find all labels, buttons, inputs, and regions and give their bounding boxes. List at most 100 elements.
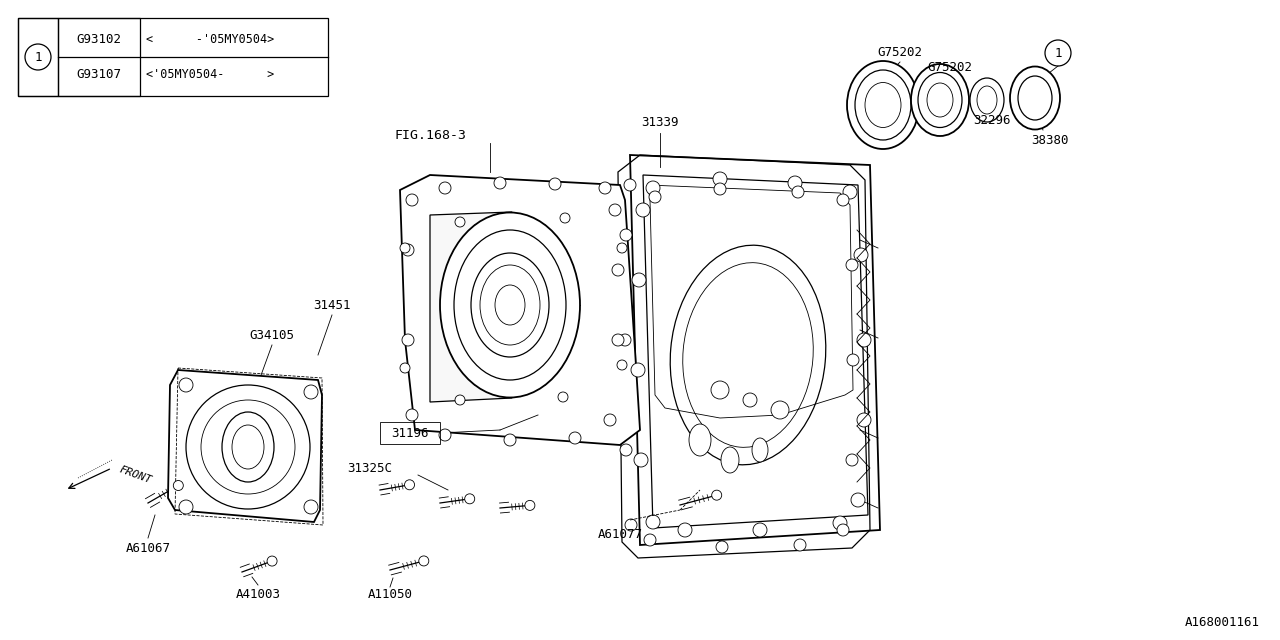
Circle shape bbox=[858, 333, 870, 347]
Polygon shape bbox=[643, 175, 868, 528]
Ellipse shape bbox=[671, 245, 826, 465]
Text: <      -'05MY0504>: < -'05MY0504> bbox=[146, 33, 274, 45]
Polygon shape bbox=[401, 175, 640, 445]
Circle shape bbox=[179, 500, 193, 514]
Circle shape bbox=[625, 519, 637, 531]
Circle shape bbox=[402, 244, 413, 256]
Circle shape bbox=[846, 454, 858, 466]
Circle shape bbox=[439, 182, 451, 194]
Text: 31196: 31196 bbox=[392, 426, 429, 440]
Circle shape bbox=[844, 185, 858, 199]
Ellipse shape bbox=[682, 262, 813, 447]
Ellipse shape bbox=[865, 83, 901, 127]
Circle shape bbox=[632, 273, 646, 287]
Ellipse shape bbox=[689, 424, 710, 456]
Text: A61077: A61077 bbox=[598, 529, 643, 541]
Circle shape bbox=[716, 541, 728, 553]
Circle shape bbox=[634, 453, 648, 467]
Text: A11050: A11050 bbox=[367, 589, 412, 602]
Ellipse shape bbox=[970, 78, 1004, 122]
Text: FRONT: FRONT bbox=[118, 465, 154, 486]
Text: G34105: G34105 bbox=[250, 328, 294, 342]
Text: 1: 1 bbox=[1055, 47, 1061, 60]
Circle shape bbox=[570, 432, 581, 444]
Circle shape bbox=[620, 229, 632, 241]
Circle shape bbox=[439, 429, 451, 441]
Circle shape bbox=[454, 217, 465, 227]
Text: 31325C: 31325C bbox=[347, 461, 393, 474]
Circle shape bbox=[713, 172, 727, 186]
Ellipse shape bbox=[753, 438, 768, 462]
Circle shape bbox=[649, 191, 660, 203]
Ellipse shape bbox=[721, 447, 739, 473]
Circle shape bbox=[268, 556, 276, 566]
Circle shape bbox=[612, 334, 625, 346]
Circle shape bbox=[604, 414, 616, 426]
Circle shape bbox=[847, 354, 859, 366]
Circle shape bbox=[851, 493, 865, 507]
Ellipse shape bbox=[918, 72, 963, 127]
Circle shape bbox=[465, 494, 475, 504]
Text: A168001161: A168001161 bbox=[1185, 616, 1260, 628]
Circle shape bbox=[846, 259, 858, 271]
Circle shape bbox=[794, 539, 806, 551]
Circle shape bbox=[599, 182, 611, 194]
Circle shape bbox=[636, 203, 650, 217]
Text: 31339: 31339 bbox=[641, 115, 678, 129]
Text: 1: 1 bbox=[35, 51, 42, 63]
Circle shape bbox=[833, 516, 847, 530]
Circle shape bbox=[404, 480, 415, 490]
Circle shape bbox=[609, 204, 621, 216]
Ellipse shape bbox=[911, 64, 969, 136]
Circle shape bbox=[494, 177, 506, 189]
Text: G75202: G75202 bbox=[928, 61, 973, 74]
Ellipse shape bbox=[232, 425, 264, 469]
Text: <'05MY0504-      >: <'05MY0504- > bbox=[146, 68, 274, 81]
Text: 32296: 32296 bbox=[973, 113, 1011, 127]
Circle shape bbox=[186, 385, 310, 509]
Ellipse shape bbox=[847, 61, 919, 149]
Circle shape bbox=[837, 194, 849, 206]
Text: A41003: A41003 bbox=[236, 589, 280, 602]
Circle shape bbox=[837, 524, 849, 536]
Circle shape bbox=[646, 515, 660, 529]
Ellipse shape bbox=[440, 212, 580, 397]
Circle shape bbox=[617, 360, 627, 370]
Ellipse shape bbox=[1018, 76, 1052, 120]
Circle shape bbox=[858, 413, 870, 427]
Circle shape bbox=[678, 523, 692, 537]
Ellipse shape bbox=[1010, 67, 1060, 129]
Circle shape bbox=[710, 381, 730, 399]
Text: FIG.168-3: FIG.168-3 bbox=[394, 129, 466, 141]
Circle shape bbox=[631, 363, 645, 377]
Text: G93107: G93107 bbox=[77, 68, 122, 81]
Bar bbox=[18, 18, 328, 96]
Circle shape bbox=[612, 264, 625, 276]
Circle shape bbox=[401, 243, 410, 253]
Bar bbox=[58, 18, 140, 96]
Text: 38380: 38380 bbox=[1032, 134, 1069, 147]
Circle shape bbox=[620, 444, 632, 456]
Text: G75202: G75202 bbox=[878, 45, 923, 58]
Circle shape bbox=[854, 248, 868, 262]
Circle shape bbox=[525, 500, 535, 510]
Ellipse shape bbox=[471, 253, 549, 357]
Circle shape bbox=[753, 523, 767, 537]
Circle shape bbox=[419, 556, 429, 566]
Circle shape bbox=[788, 176, 803, 190]
Ellipse shape bbox=[221, 412, 274, 482]
Circle shape bbox=[406, 409, 419, 421]
Circle shape bbox=[305, 385, 317, 399]
Circle shape bbox=[401, 363, 410, 373]
Ellipse shape bbox=[495, 285, 525, 325]
Circle shape bbox=[305, 500, 317, 514]
Circle shape bbox=[406, 194, 419, 206]
Circle shape bbox=[201, 400, 294, 494]
Circle shape bbox=[173, 481, 183, 490]
Ellipse shape bbox=[454, 230, 566, 380]
Circle shape bbox=[620, 334, 631, 346]
Circle shape bbox=[402, 334, 413, 346]
Text: A61067: A61067 bbox=[125, 541, 170, 554]
Text: G93102: G93102 bbox=[77, 33, 122, 45]
Circle shape bbox=[617, 243, 627, 253]
